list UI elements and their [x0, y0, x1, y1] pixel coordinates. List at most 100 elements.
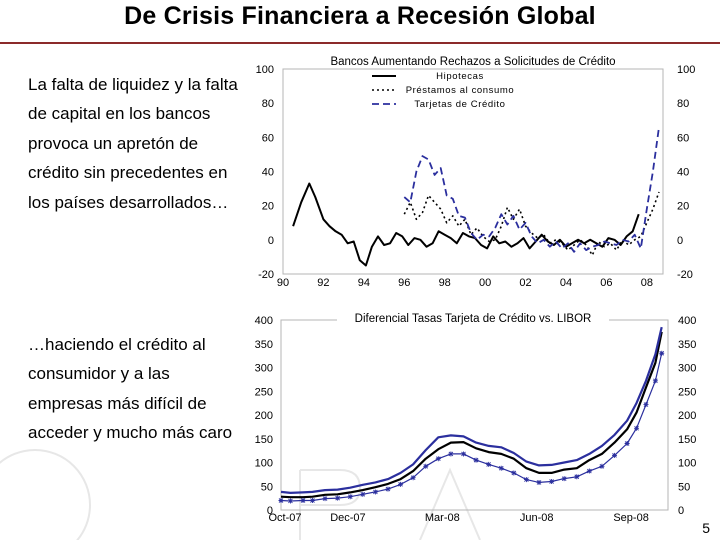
watermark-letter	[299, 469, 362, 540]
x-tick-label: 98	[439, 277, 451, 289]
y-tick-label-left: 350	[255, 339, 273, 351]
y-tick-label-right: -20	[677, 269, 693, 281]
series-marker	[309, 498, 315, 503]
y-tick-label-right: 250	[678, 386, 696, 398]
y-tick-label-right: 20	[677, 201, 689, 213]
series-marker	[335, 495, 341, 501]
series-marker	[278, 498, 284, 503]
chart-title: Bancos Aumentando Rechazos a Solicitudes…	[330, 56, 615, 68]
x-tick-label: 04	[560, 277, 572, 289]
series-marker	[586, 468, 592, 474]
series-line-1	[280, 331, 663, 499]
series-marker	[498, 465, 504, 471]
series-marker	[460, 451, 466, 457]
y-tick-label-right: 0	[677, 235, 683, 247]
y-tick-label-left: 400	[255, 315, 273, 327]
series-marker	[536, 479, 542, 485]
series-marker	[643, 402, 649, 408]
x-tick-label: 00	[479, 277, 491, 289]
y-tick-label-left: 200	[255, 410, 273, 422]
x-tick-label: 90	[277, 277, 289, 289]
series-marker	[549, 479, 555, 484]
plot-frame	[280, 319, 669, 511]
series-line-3	[403, 126, 660, 253]
series-marker	[423, 463, 429, 469]
legend-label: Préstamos al consumo	[406, 85, 515, 96]
legend-label: Tarjetas de Crédito	[414, 99, 505, 110]
y-tick-label-right: 150	[678, 434, 696, 446]
series-marker	[659, 350, 665, 356]
series-marker	[410, 475, 416, 481]
x-tick-label: 96	[398, 277, 410, 289]
series-marker	[360, 491, 366, 497]
chart-title-box	[337, 309, 609, 325]
y-tick-label-left: 60	[262, 132, 274, 144]
series-marker	[652, 378, 658, 384]
x-tick-label: 92	[317, 277, 329, 289]
series-marker	[523, 477, 529, 483]
series-marker	[473, 457, 479, 463]
page-number: 5	[702, 520, 710, 536]
y-tick-label-left: 0	[268, 235, 274, 247]
y-tick-label-right: 100	[678, 458, 696, 470]
y-tick-label-right: 350	[678, 339, 696, 351]
y-tick-label-right: 60	[677, 132, 689, 144]
x-tick-label: Sep-08	[613, 512, 648, 524]
series-line-2	[403, 191, 660, 256]
y-tick-label-right: 400	[678, 315, 696, 327]
y-tick-label-right: 40	[677, 167, 689, 179]
series-marker	[486, 461, 492, 467]
chart-title: Diferencial Tasas Tarjeta de Crédito vs.…	[355, 313, 592, 325]
x-tick-label: Mar-08	[425, 512, 460, 524]
series-marker	[398, 481, 404, 487]
x-tick-label: Jun-08	[520, 512, 554, 524]
watermark-letter	[419, 467, 481, 540]
x-tick-label: 06	[600, 277, 612, 289]
x-tick-label: Dec-07	[330, 512, 365, 524]
series-marker	[448, 451, 454, 457]
y-tick-label-left: 250	[255, 386, 273, 398]
page-title: De Crisis Financiera a Recesión Global	[124, 2, 596, 30]
series-marker	[624, 441, 630, 446]
bullet-text-credit-crunch: La falta de liquidez y la falta de capit…	[28, 75, 238, 212]
y-tick-label-left: -20	[258, 269, 274, 281]
y-tick-label-left: 0	[267, 505, 273, 517]
series-marker	[561, 476, 567, 482]
y-tick-label-left: 150	[255, 434, 273, 446]
y-tick-label-left: 40	[262, 167, 274, 179]
series-line-3	[280, 353, 663, 502]
series-marker	[511, 470, 517, 476]
series-marker	[612, 452, 618, 458]
y-tick-label-left: 50	[261, 481, 273, 493]
series-marker	[372, 489, 378, 495]
series-marker	[385, 486, 391, 492]
y-tick-label-right: 0	[678, 505, 684, 517]
y-tick-label-left: 80	[262, 98, 274, 110]
series-line-1	[292, 182, 640, 267]
series-line-2	[280, 326, 663, 494]
y-tick-label-right: 200	[678, 410, 696, 422]
y-tick-label-right: 50	[678, 481, 690, 493]
series-marker	[634, 425, 640, 431]
series-marker	[574, 474, 580, 480]
series-marker	[599, 463, 605, 469]
title-divider	[0, 42, 720, 44]
y-tick-label-right: 300	[678, 363, 696, 375]
y-tick-label-left: 100	[255, 458, 273, 470]
y-tick-label-left: 300	[255, 363, 273, 375]
series-marker	[347, 494, 353, 500]
y-tick-label-right: 80	[677, 98, 689, 110]
watermark-globe	[0, 449, 91, 540]
x-tick-label: 08	[641, 277, 653, 289]
y-tick-label-left: 20	[262, 201, 274, 213]
series-marker	[322, 496, 328, 502]
legend-label: Hipotecas	[436, 71, 484, 82]
y-tick-label-left: 100	[256, 64, 274, 76]
series-marker	[435, 456, 441, 462]
series-marker	[300, 498, 306, 503]
plot-frame	[282, 68, 664, 275]
x-tick-label: 02	[519, 277, 531, 289]
